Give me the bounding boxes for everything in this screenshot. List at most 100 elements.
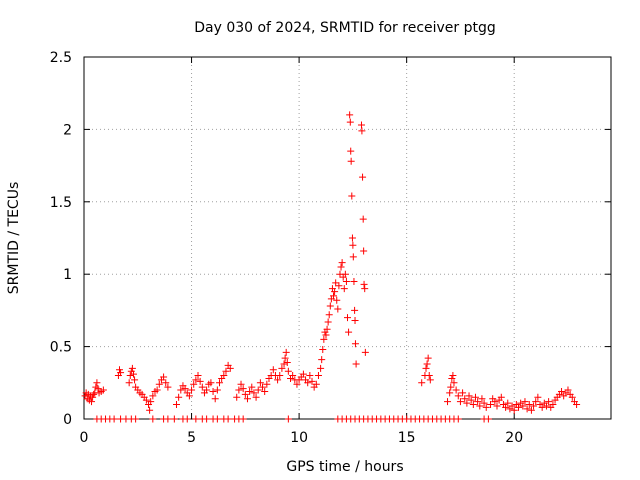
data-point [224,415,232,423]
data-point [361,285,369,293]
data-point [99,386,107,394]
data-point [424,354,432,362]
data-point [459,389,467,397]
data-point [450,379,458,387]
data-point [263,380,271,388]
data-point [476,402,484,410]
data-points [81,111,581,423]
data-point [299,370,307,378]
data-point [351,306,359,314]
data-point [164,383,172,391]
data-point [318,356,326,364]
data-point [449,372,457,380]
data-point [444,398,452,406]
data-point [474,398,482,406]
data-point [198,383,206,391]
data-point [177,386,185,394]
data-point [126,372,134,380]
data-point [337,263,345,271]
data-point [289,372,297,380]
data-point [447,383,455,391]
data-point [181,385,189,393]
data-point [254,386,262,394]
data-point [233,393,241,401]
data-point [348,192,356,200]
data-point [347,157,355,165]
data-point [131,376,139,384]
data-point [467,396,475,404]
data-point [423,360,431,368]
y-tick-label: 2 [63,122,72,138]
data-point [456,398,464,406]
data-point [493,402,501,410]
data-point [185,392,193,400]
data-point [222,367,230,375]
data-point [261,387,269,395]
data-point [349,253,357,261]
data-point [278,364,286,372]
data-point [306,372,314,380]
data-point [471,393,479,401]
data-point [482,403,490,411]
data-point [358,127,366,135]
data-point [125,379,133,387]
data-point [203,386,211,394]
y-tick-label: 0 [63,412,72,428]
data-point [502,403,510,411]
grid [84,57,611,419]
data-point [293,380,301,388]
data-point [542,402,550,410]
data-point [213,415,221,423]
data-point [115,366,123,374]
data-point [281,354,289,362]
data-point [325,311,333,319]
data-point [345,328,353,336]
data-point [538,403,546,411]
data-point [283,359,291,367]
data-point [203,415,211,423]
data-point [519,402,527,410]
data-point [280,360,288,368]
data-point [276,372,284,380]
data-point [90,390,98,398]
data-point [235,386,243,394]
data-point [211,395,219,403]
data-point [117,369,125,377]
data-point [348,234,356,242]
data-point [334,305,342,313]
data-point [93,379,101,387]
data-point [146,406,154,414]
data-point [504,399,512,407]
data-point [314,372,322,380]
data-point [346,111,354,119]
data-point [530,402,538,410]
data-point [351,340,359,348]
data-point [360,247,368,255]
data-point [170,415,178,423]
data-point [194,372,202,380]
data-point [510,406,518,414]
data-point [349,241,357,249]
data-point [454,415,462,423]
data-point [252,393,260,401]
data-point [304,379,312,387]
data-point [284,367,292,375]
data-point [359,215,367,223]
data-point [418,379,426,387]
data-point [469,401,477,409]
y-tick-label: 1.5 [50,195,72,211]
data-point [332,279,340,287]
data-point [312,380,320,388]
data-point [269,366,277,374]
data-point [322,331,330,339]
data-point [190,380,198,388]
data-point [361,348,369,356]
data-point [350,277,358,285]
data-point [341,270,349,278]
data-point [523,405,531,413]
data-point [188,386,196,394]
data-point [250,389,258,397]
y-tick-label: 0.5 [50,340,72,356]
data-point [346,118,354,126]
